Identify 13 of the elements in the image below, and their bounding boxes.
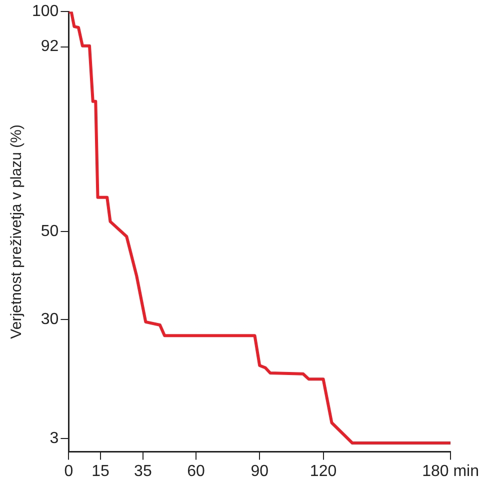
y-tick-label: 30 xyxy=(40,311,59,328)
x-tick-label: 120 xyxy=(310,462,337,480)
x-tick-label: 35 xyxy=(134,462,152,480)
y-tick-label: 3 xyxy=(50,430,59,447)
x-tick-label: 60 xyxy=(187,462,205,480)
y-tick-label: 100 xyxy=(32,3,59,20)
y-tick-label: 92 xyxy=(40,38,59,56)
x-tick-label: 0 xyxy=(64,462,74,480)
x-tick-label: 90 xyxy=(250,462,269,480)
x-tick-label: 180 min xyxy=(422,462,479,480)
y-tick-label: 50 xyxy=(40,223,59,240)
x-tick-label: 15 xyxy=(92,462,110,480)
y-axis-title: Verjetnost preživetja v plazu (%) xyxy=(8,124,26,339)
